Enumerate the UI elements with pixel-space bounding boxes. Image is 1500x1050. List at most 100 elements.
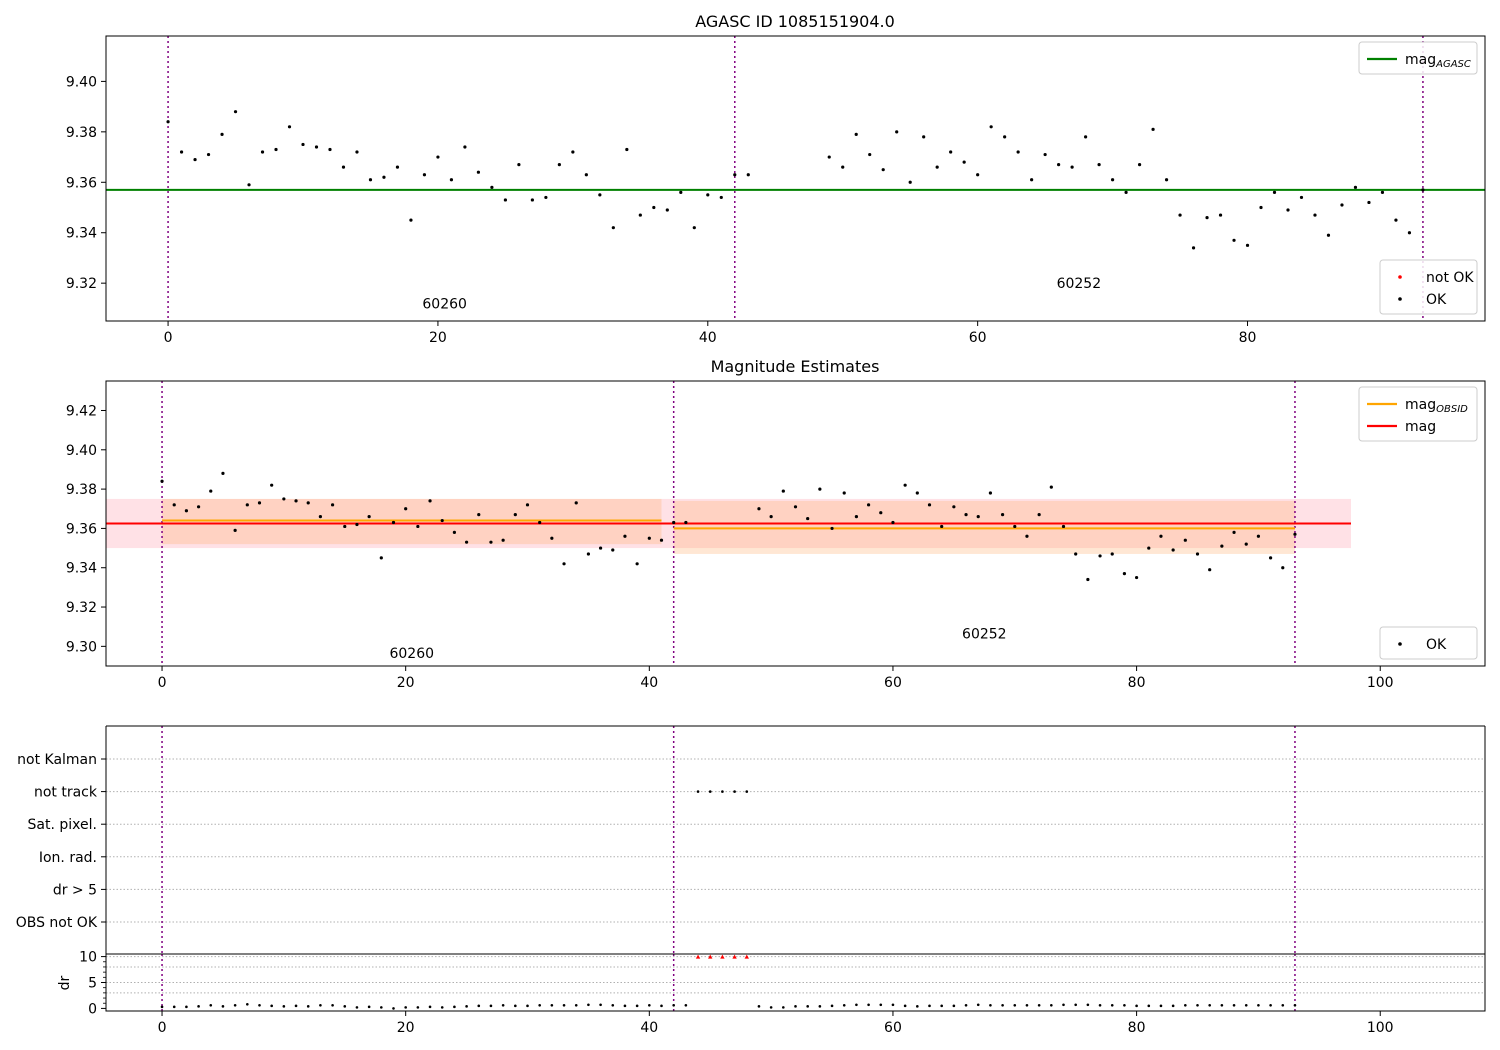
panel2-point-ok [184,509,189,513]
panel1-point-ok [395,165,400,169]
dr-point-ok [1293,1004,1297,1007]
dr-point-ok [757,1005,761,1008]
dr-point-ok [574,1004,578,1007]
panel2-point-ok [806,516,810,521]
dr-point-ok [1171,1004,1175,1008]
dr-y-tick-label: 5 [88,976,97,992]
dr-point-ok [1159,1004,1163,1008]
panel2-point-ok [440,518,444,523]
panel2-point-ok [1293,532,1297,536]
panel1-title: AGASC ID 1085151904.0 [695,12,895,31]
dr-point-ok [489,1004,493,1008]
panel2-point-ok [525,503,530,507]
panel2-y-tick-label: 9.36 [66,521,97,537]
dr-y-tick-label: 10 [79,950,97,966]
panel2-point-ok [976,515,980,519]
panel1-point-ok [274,147,278,152]
flag-label: dr > 5 [53,882,97,898]
dr-point-ok [1184,1004,1187,1007]
panel1-point-ok [301,142,305,147]
panel2-point-ok [1134,575,1139,580]
dr-point-ok [830,1004,834,1008]
panel2-point-ok [647,536,651,540]
panel2-x-tick-label: 80 [1128,675,1146,691]
dr-point-ok [209,1004,213,1007]
dr-point-ok [1025,1004,1029,1007]
dr-point-ok [1110,1004,1114,1007]
panel1-point-ok [1205,215,1209,220]
panel1-point-ok [557,163,561,167]
panel1-point-ok [449,178,454,182]
panel1-legend-label-subscript: AGASC [1435,59,1471,70]
panel1-point-ok [1232,238,1236,242]
panel1-point-ok [1003,135,1007,139]
panel1-legend-box [1358,41,1478,75]
panel2-point-ok [233,528,237,532]
dr-point-ok [1074,1003,1077,1007]
dr-point-ok [404,1006,407,1009]
panel2-point-ok [282,497,286,501]
panel2-point-ok [1171,548,1175,552]
panel2-point-ok [623,534,627,538]
panel2-point-ok [940,524,944,529]
panel1-point-ok [314,145,319,149]
panel1-point-ok [1353,185,1358,189]
panel2-point-ok [1220,544,1224,548]
panel2-point-ok [1013,524,1017,529]
panel2-point-ok [927,503,932,507]
panel1-point-ok [166,120,170,124]
panel2-point-ok [769,515,773,519]
panel1-point-ok [733,173,737,177]
panel2-y-tick-label: 9.34 [66,561,97,577]
panel2-point-ok [404,507,408,511]
panel1-point-ok [571,150,575,154]
flag-label: OBS not OK [16,915,98,931]
panel2-point-ok [489,540,493,544]
dr-point-ok [1147,1004,1151,1008]
dr-point-ok [684,1004,688,1007]
panel1-point-ok [1110,178,1115,182]
dr-point-ok [440,1006,444,1009]
panel2-point-ok [1256,534,1261,538]
panel1-point-ok [220,132,224,136]
dr-point-ok [1050,1004,1053,1007]
panel1-point-ok [1164,178,1169,182]
panel2-point-ok [1061,524,1066,529]
panel1-point-ok [1218,213,1223,217]
dr-point-ok [806,1005,809,1008]
panel2-point-ok [209,489,213,493]
panel1-y-tick-label: 9.32 [66,276,97,292]
panel1-point-ok [652,205,656,210]
dr-point-ok [818,1005,822,1008]
panel2-frame [105,380,1486,667]
panel1-point-ok [517,163,521,167]
dr-point-ok [294,1004,298,1008]
panel1-x-tick-label: 20 [429,330,447,346]
panel2-point-ok [611,548,615,552]
dr-point-ok [1098,1004,1102,1007]
panel1-x-tick-label: 40 [699,330,717,346]
dr-point-clipped [720,954,725,959]
panel2-point-ok [854,515,859,519]
dr-point-ok [282,1005,286,1008]
panel2-point-ok [355,522,359,527]
panel1-point-ok [1272,190,1277,194]
panel2-y-tick-label: 9.40 [66,443,97,459]
panel2-legend-label-subscript: OBSID [1436,404,1468,415]
panel1-point-ok [1151,127,1155,131]
panel2-point-ok [1183,538,1187,542]
dr-point-ok [453,1005,456,1009]
dr-point-ok [952,1004,956,1008]
panel2-y-tick-label: 9.42 [66,403,97,419]
panel1-legend-dot-swatch [1398,275,1402,279]
panel1-y-tick-label: 9.40 [66,74,97,90]
dr-point-ok [916,1005,919,1008]
panel1-y-tick-label: 9.38 [66,125,97,141]
dr-point-ok [989,1004,992,1007]
panel1-point-ok [1245,243,1250,247]
dr-point-ok [501,1004,505,1007]
flag-point-not-track [696,790,700,793]
dr-point-ok [1062,1003,1065,1007]
dr-point-ok [599,1003,602,1007]
dr-x-tick-label: 0 [158,1020,167,1036]
